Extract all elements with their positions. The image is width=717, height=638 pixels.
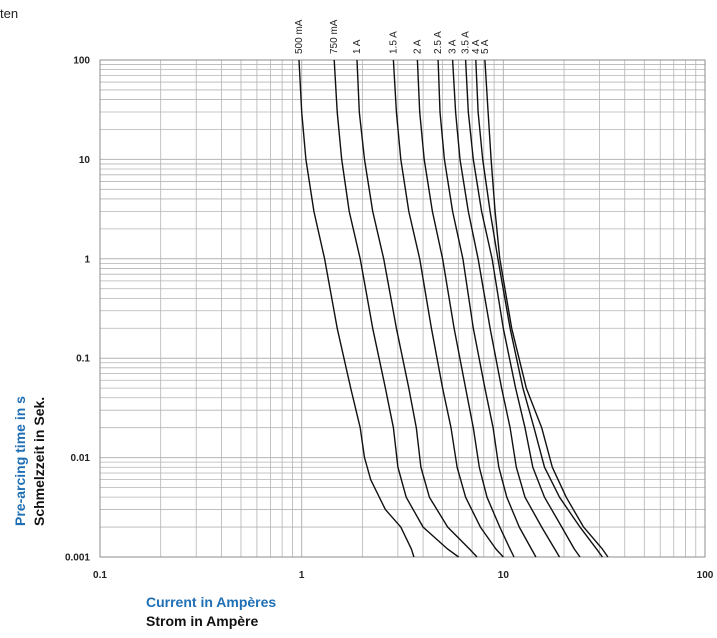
tick-labels: 0.1 1 10 100 100 10 1 0.1 0.01 0.001 [65, 56, 714, 582]
y-tick-label: 0.01 [71, 453, 91, 464]
series-label: 3.5 A [461, 31, 472, 54]
series-line [475, 59, 603, 558]
series-label: 1 A [352, 39, 363, 54]
y-tick-label: 1 [84, 254, 90, 265]
series-label: 750 mA [329, 19, 340, 54]
series-label: 2 A [412, 39, 423, 54]
x-tick-label: 1 [299, 570, 305, 581]
x-axis-label-en: Current in Ampères [146, 594, 277, 610]
series-line [356, 59, 478, 558]
x-tick-label: 100 [697, 570, 714, 581]
series-line [333, 59, 460, 558]
plot-frame [99, 59, 706, 558]
series-line [437, 59, 537, 558]
y-tick-label: 0.1 [76, 354, 90, 365]
series-label: 4 A [471, 39, 482, 54]
y-tick-label: 0.001 [65, 553, 90, 564]
top-fragment-text: ten [0, 6, 19, 21]
curves [298, 59, 609, 558]
series-label: 1.5 A [388, 31, 399, 54]
series-line [298, 59, 415, 558]
series-line [464, 59, 581, 558]
series-line [416, 59, 515, 558]
series-label: 500 mA [294, 19, 305, 54]
x-tick-label: 0.1 [93, 570, 107, 581]
series-line [392, 59, 504, 558]
series-label: 2.5 A [433, 31, 444, 54]
series-line [484, 59, 609, 558]
y-tick-label: 10 [79, 155, 91, 166]
x-tick-label: 10 [498, 570, 510, 581]
y-axis-label-de: Schmelzzeit in Sek. [31, 396, 47, 526]
series-line [451, 59, 561, 558]
x-axis-label-de: Strom in Ampère [146, 613, 259, 629]
series-label: 5 A [480, 39, 491, 54]
series-label: 3 A [448, 39, 459, 54]
y-tick-label: 100 [73, 56, 90, 67]
y-axis-label-en: Pre-arcing time in s [12, 396, 28, 526]
